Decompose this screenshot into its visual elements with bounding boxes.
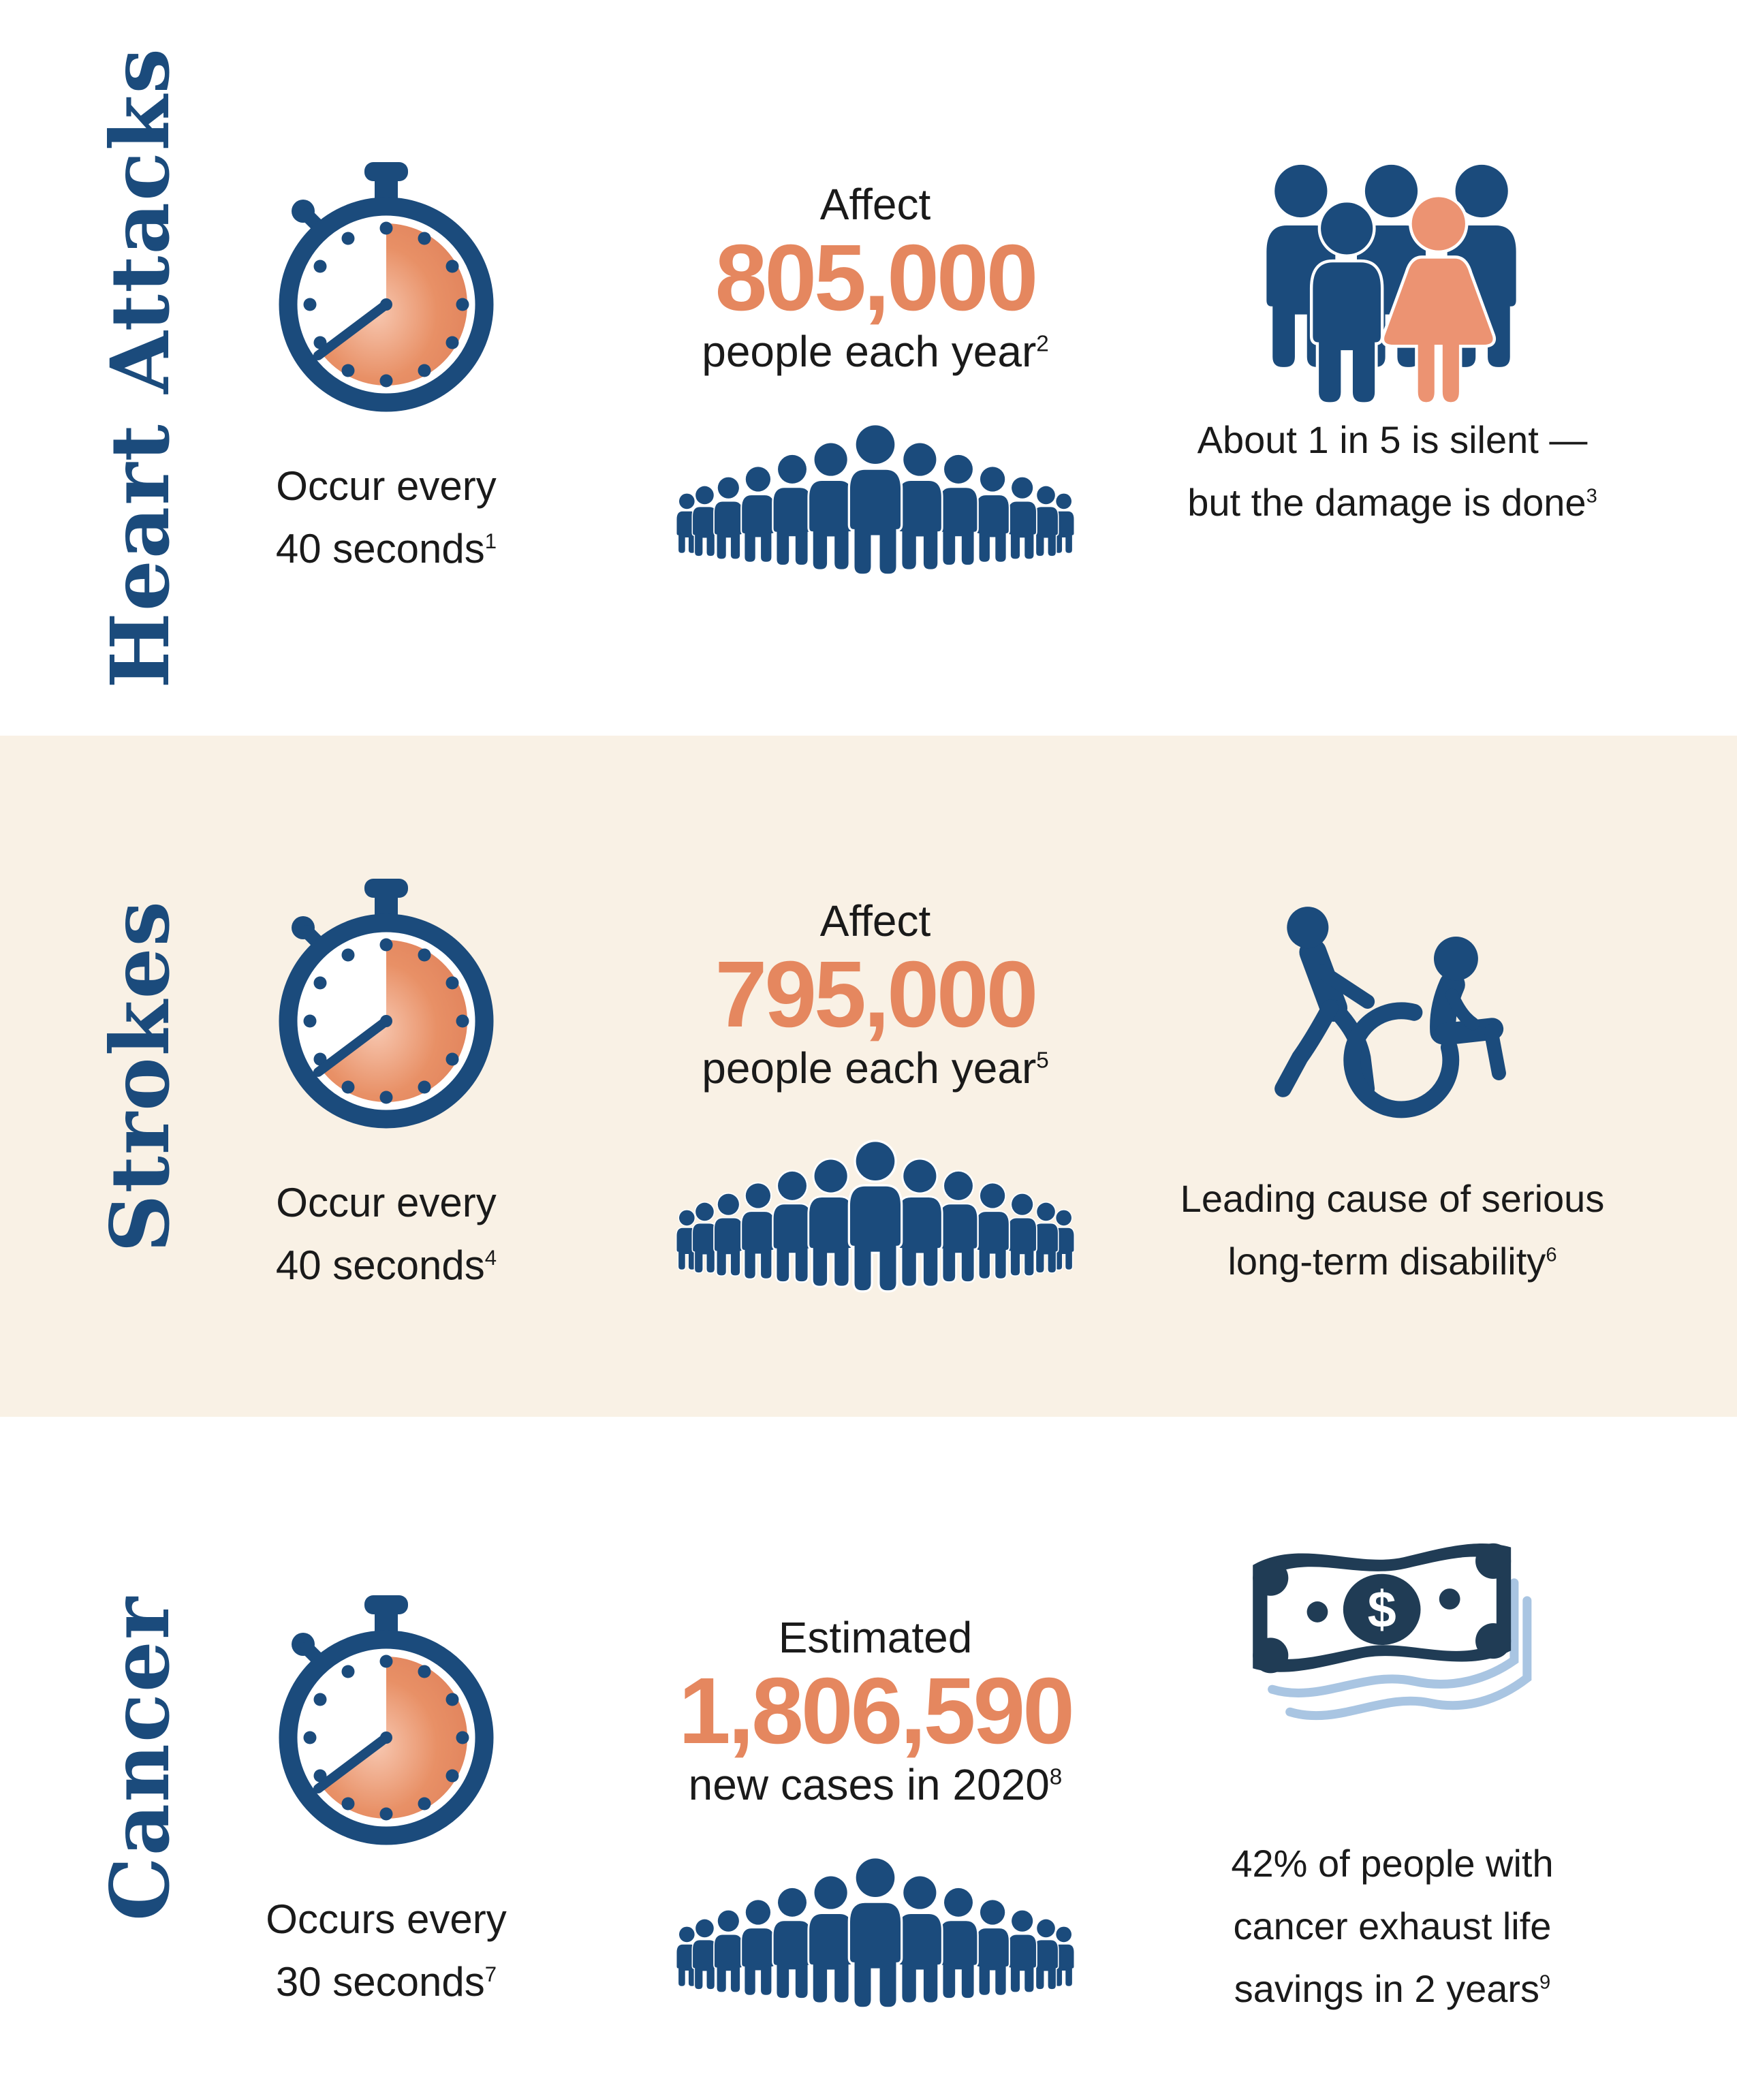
money-icon: $	[1243, 1531, 1550, 1733]
crowd-icon	[668, 1139, 1083, 1299]
footnote-ref: 4	[484, 1246, 497, 1270]
footnote-ref: 5	[1036, 1048, 1049, 1073]
timer-caption: Occur every 40 seconds1	[182, 455, 591, 580]
timer-line-1: Occur every	[276, 1180, 497, 1225]
stat-number: 1,806,590	[678, 1659, 1075, 1764]
stat-tail: people each year5	[702, 1044, 1049, 1093]
section-title-heart-attacks: Heart Attacks	[92, 47, 187, 689]
stat-block: Estimated 1,806,590 new cases in 20208	[637, 1612, 1114, 1811]
footnote-ref: 9	[1539, 1971, 1551, 1994]
timer-caption: Occur every 40 seconds4	[182, 1172, 591, 1297]
stat-number: 795,000	[715, 942, 1039, 1047]
stat-lead: Affect	[819, 180, 931, 229]
timer-caption: Occurs every 30 seconds7	[182, 1888, 591, 2013]
wheelchair-icon	[1248, 894, 1534, 1154]
fact-text: 42% of people with cancer exhaust life s…	[1231, 1842, 1554, 2010]
fact-text: Leading cause of serious long-term disab…	[1180, 1177, 1605, 1283]
footnote-ref: 8	[1049, 1764, 1063, 1790]
footnote-ref: 2	[1036, 331, 1049, 357]
stat-tail: people each year2	[702, 327, 1049, 376]
family-group-icon	[1223, 157, 1560, 416]
section-title-strokes: Strokes	[92, 900, 187, 1253]
timer-line-1: Occurs every	[266, 1896, 507, 1942]
stat-block: Affect 795,000 people each year5	[637, 895, 1114, 1094]
stat-block: Affect 805,000 people each year2	[637, 178, 1114, 377]
stat-number: 805,000	[715, 225, 1039, 330]
timer-line-1: Occur every	[276, 463, 497, 509]
timer-line-2: 40 seconds4	[275, 1242, 497, 1288]
crowd-icon	[668, 1855, 1083, 2016]
footnote-ref: 3	[1586, 485, 1597, 507]
fact-text: About 1 in 5 is silent — but the damage …	[1187, 418, 1597, 524]
timer-line-2: 30 seconds7	[275, 1959, 497, 2005]
stopwatch-icon	[264, 138, 509, 424]
stopwatch-icon	[264, 1571, 509, 1857]
footnote-ref: 7	[484, 1962, 497, 1986]
stat-tail: new cases in 20208	[688, 1760, 1063, 1809]
svg-text:$: $	[1368, 1581, 1396, 1639]
crowd-icon	[668, 422, 1083, 582]
timer-line-2: 40 seconds1	[275, 526, 497, 571]
stopwatch-icon	[264, 854, 509, 1140]
stat-lead: Affect	[819, 896, 931, 945]
footnote-ref: 1	[484, 529, 497, 553]
stat-lead: Estimated	[778, 1613, 973, 1662]
footnote-ref: 6	[1546, 1244, 1557, 1266]
